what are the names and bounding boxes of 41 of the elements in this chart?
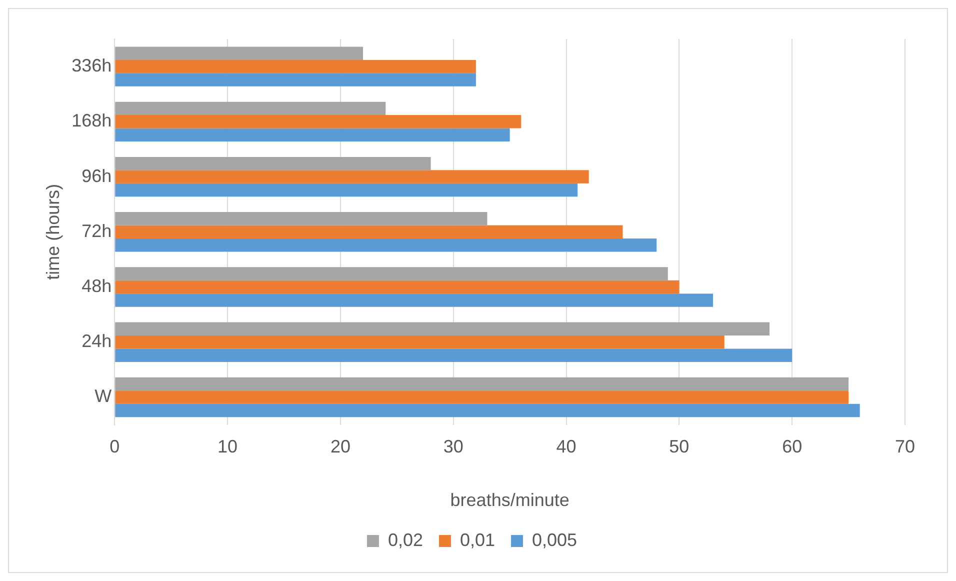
bar — [115, 294, 714, 307]
y-tick-label: 336h — [72, 56, 112, 76]
bar — [115, 225, 623, 239]
bar — [115, 280, 680, 294]
bar — [115, 404, 860, 418]
x-tick-label: 30 — [443, 436, 464, 457]
x-axis-title: breaths/minute — [450, 490, 570, 510]
x-tick-label: 40 — [556, 436, 576, 457]
x-tick-label: 60 — [782, 436, 802, 457]
x-tick-label: 50 — [669, 436, 690, 457]
bar — [115, 390, 849, 404]
x-tick-label: 20 — [330, 436, 350, 457]
bar — [115, 115, 522, 128]
y-axis-title: time (hours) — [42, 184, 63, 280]
bar — [115, 170, 589, 184]
legend-label: 0,02 — [388, 530, 423, 550]
bar — [115, 128, 510, 142]
y-tick-label: 168h — [72, 110, 112, 131]
bar — [115, 267, 668, 280]
y-tick-label: 72h — [82, 220, 112, 241]
bar — [115, 183, 578, 197]
y-tick-label: 48h — [82, 276, 112, 296]
legend-label: 0,01 — [460, 530, 496, 550]
x-tick-label: 10 — [218, 436, 238, 457]
bar — [115, 322, 770, 336]
bar — [115, 336, 724, 349]
bar — [115, 73, 476, 86]
bar — [115, 60, 476, 74]
bar — [115, 46, 364, 60]
bar — [115, 156, 431, 170]
bar — [115, 348, 792, 362]
bar — [115, 238, 657, 252]
y-tick-label: W — [94, 386, 112, 406]
x-tick-label: 70 — [894, 436, 916, 457]
bar — [115, 212, 488, 226]
bar — [115, 377, 849, 391]
bar — [115, 102, 386, 116]
y-tick-label: 24h — [82, 331, 112, 352]
legend-label: 0,005 — [532, 530, 578, 550]
x-tick-label: 0 — [110, 436, 120, 457]
y-tick-label: 96h — [82, 166, 112, 186]
